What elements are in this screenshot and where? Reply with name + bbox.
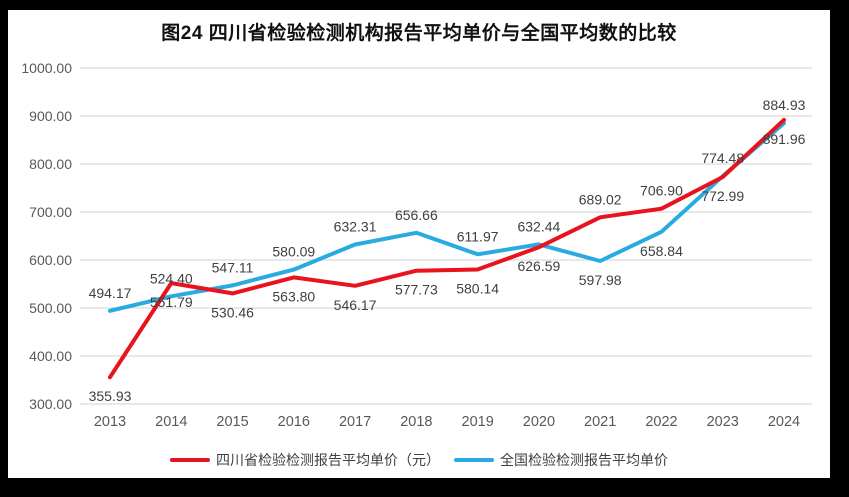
legend-label-sichuan: 四川省检验检测报告平均单价（元） bbox=[216, 452, 440, 468]
y-tick-label: 1000.00 bbox=[21, 60, 72, 76]
data-label: 632.44 bbox=[517, 218, 560, 234]
x-tick-label: 2022 bbox=[645, 414, 677, 430]
data-label: 626.59 bbox=[517, 258, 560, 274]
data-label: 891.96 bbox=[763, 131, 806, 147]
x-tick-label: 2014 bbox=[155, 414, 187, 430]
data-label: 632.31 bbox=[334, 218, 377, 234]
legend-label-national: 全国检验检测报告平均单价 bbox=[500, 452, 668, 468]
data-label: 563.80 bbox=[272, 288, 315, 304]
y-tick-label: 300.00 bbox=[29, 396, 72, 412]
legend-item-sichuan: 四川省检验检测报告平均单价（元） bbox=[170, 450, 440, 470]
chart-title: 图24 四川省检验检测机构报告平均单价与全国平均数的比较 bbox=[161, 23, 677, 44]
x-tick-label: 2023 bbox=[707, 414, 739, 430]
x-tick-label: 2024 bbox=[768, 414, 800, 430]
data-label: 355.93 bbox=[89, 388, 132, 404]
legend-item-national: 全国检验检测报告平均单价 bbox=[454, 450, 668, 470]
data-label: 884.93 bbox=[763, 97, 806, 113]
data-label: 772.99 bbox=[701, 188, 744, 204]
data-label: 706.90 bbox=[640, 183, 683, 199]
data-label: 656.66 bbox=[395, 207, 438, 223]
data-label: 577.73 bbox=[395, 282, 438, 298]
data-label: 597.98 bbox=[579, 272, 622, 288]
legend: 四川省检验检测报告平均单价（元） 全国检验检测报告平均单价 bbox=[8, 450, 830, 470]
series-line bbox=[108, 117, 786, 380]
data-label: 551.79 bbox=[150, 294, 193, 310]
data-label: 494.17 bbox=[89, 285, 132, 301]
y-tick-label: 900.00 bbox=[29, 108, 72, 124]
y-tick-label: 500.00 bbox=[29, 300, 72, 316]
series-line bbox=[108, 121, 786, 313]
data-label: 580.14 bbox=[456, 281, 499, 297]
x-tick-label: 2020 bbox=[523, 414, 555, 430]
data-label: 658.84 bbox=[640, 243, 683, 259]
legend-swatch-national bbox=[454, 458, 494, 462]
data-label: 689.02 bbox=[579, 191, 622, 207]
x-tick-label: 2015 bbox=[216, 414, 248, 430]
data-label: 774.48 bbox=[701, 150, 744, 166]
line-chart: 300.00 400.00 500.00 600.00 700.00 800.00 900.… bbox=[21, 60, 812, 430]
data-label: 547.11 bbox=[212, 259, 254, 275]
y-tick-label: 600.00 bbox=[29, 252, 72, 268]
y-tick-label: 700.00 bbox=[29, 204, 72, 220]
x-tick-label: 2013 bbox=[94, 414, 126, 430]
x-tick-label: 2017 bbox=[339, 414, 371, 430]
data-label: 524.40 bbox=[150, 270, 193, 286]
data-label: 530.46 bbox=[211, 304, 254, 320]
data-label: 580.09 bbox=[272, 244, 315, 260]
chart-surface: 图24 四川省检验检测机构报告平均单价与全国平均数的比较 300.00 400.0… bbox=[8, 10, 830, 478]
y-tick-label: 800.00 bbox=[29, 156, 72, 172]
x-tick-label: 2021 bbox=[584, 414, 616, 430]
data-label: 611.97 bbox=[457, 228, 499, 244]
x-tick-label: 2019 bbox=[462, 414, 494, 430]
legend-swatch-sichuan bbox=[170, 458, 210, 462]
y-tick-label: 400.00 bbox=[29, 348, 72, 364]
data-label: 546.17 bbox=[334, 297, 377, 313]
x-tick-label: 2016 bbox=[278, 414, 310, 430]
x-tick-label: 2018 bbox=[400, 414, 432, 430]
